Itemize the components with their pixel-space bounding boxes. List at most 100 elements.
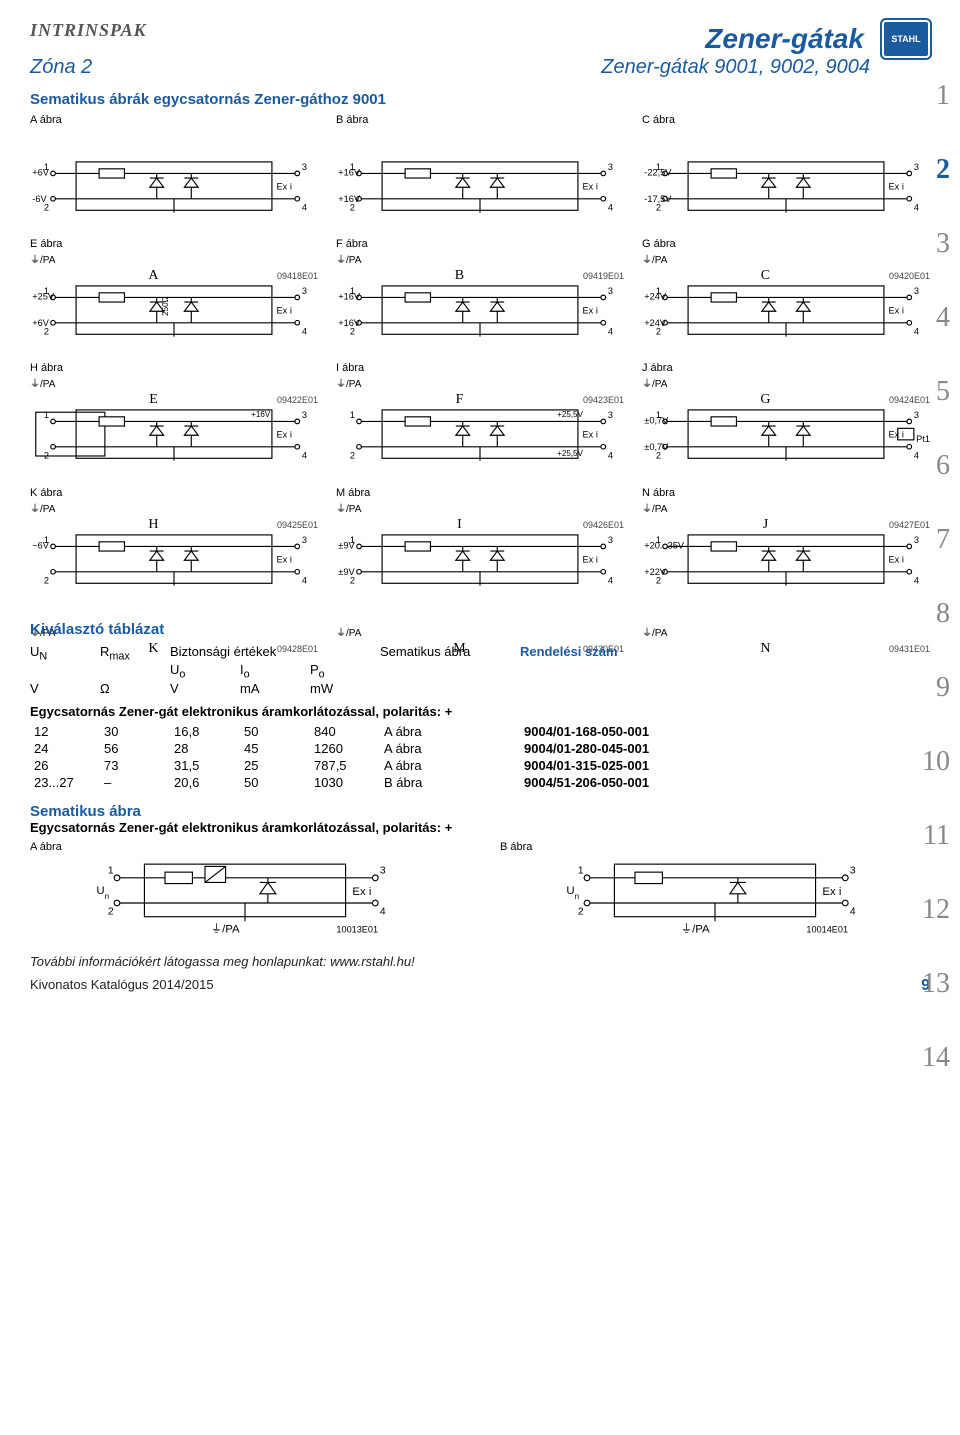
- svg-text:Ex i: Ex i: [583, 182, 598, 192]
- svg-text:3: 3: [914, 162, 919, 172]
- data-table: 12 30 16,8 50 840 A ábra 9004/01-168-050…: [30, 723, 930, 791]
- section-2-title: Sematikus ábra: [30, 803, 930, 820]
- th-io: Io: [240, 662, 310, 681]
- svg-text:1: 1: [350, 410, 355, 420]
- svg-text:4: 4: [914, 326, 919, 336]
- section-2-sub: Egycsatornás Zener-gát elektronikus áram…: [30, 820, 930, 835]
- side-index-14: 14: [922, 1042, 950, 1074]
- svg-text:+16V: +16V: [338, 318, 361, 328]
- diagram-E: E ábra 1 2 3 4 250Ω +25: [30, 238, 318, 354]
- side-index-5: 5: [922, 376, 950, 408]
- th-rmax: Rmax: [100, 644, 170, 663]
- svg-text:Ex i: Ex i: [277, 430, 292, 440]
- svg-text:4: 4: [608, 575, 613, 585]
- side-index-6: 6: [922, 450, 950, 482]
- diagram-label: G ábra: [642, 238, 930, 250]
- svg-text:4: 4: [608, 202, 613, 212]
- diagram-A: A ábra 1 2 3 4 +6V: [30, 114, 318, 230]
- diagram-I: I ábra 1 2 3 4: [336, 362, 624, 478]
- svg-text:3: 3: [302, 162, 307, 172]
- svg-text:-6V: -6V: [32, 194, 47, 204]
- diagram-H: H ábra 1 2 3 4: [30, 362, 318, 478]
- svg-text:+22V: +22V: [644, 567, 667, 577]
- svg-text:±0,7V: ±0,7V: [644, 443, 669, 453]
- svg-text:+24V: +24V: [644, 292, 667, 302]
- svg-text:4: 4: [302, 575, 307, 585]
- diagram-label: A ábra: [30, 114, 318, 126]
- svg-text:Un: Un: [566, 885, 579, 901]
- table-row: 12 30 16,8 50 840 A ábra 9004/01-168-050…: [30, 723, 930, 740]
- diagram-K: K ábra 1 2 3 4 ~6V: [30, 487, 318, 603]
- side-index-12: 12: [922, 894, 950, 926]
- svg-text:Ex i: Ex i: [889, 554, 904, 564]
- svg-text:2: 2: [44, 575, 49, 585]
- table-row: 26 73 31,5 25 787,5 A ábra 9004/01-315-0…: [30, 757, 930, 774]
- side-index-10: 10: [922, 746, 950, 778]
- svg-text:4: 4: [850, 906, 856, 917]
- svg-text:10013E01: 10013E01: [336, 925, 378, 935]
- schematic-B ábra: B ábra 1 2 Un 3 4 Ex i: [500, 841, 930, 940]
- svg-text:3: 3: [850, 865, 856, 876]
- svg-text:4: 4: [302, 202, 307, 212]
- svg-text:+25V: +25V: [32, 292, 55, 302]
- svg-text:Ex i: Ex i: [583, 554, 598, 564]
- diagram-label: C ábra: [642, 114, 930, 126]
- side-index-8: 8: [922, 598, 950, 630]
- svg-text:Ex i: Ex i: [889, 182, 904, 192]
- side-index-13: 13: [922, 968, 950, 1000]
- svg-text:+25,5V: +25,5V: [557, 449, 583, 458]
- diagram-label: B ábra: [336, 114, 624, 126]
- svg-text:3: 3: [914, 410, 919, 420]
- svg-text:3: 3: [380, 865, 386, 876]
- svg-text:⏚/PA: ⏚/PA: [211, 923, 240, 935]
- logo: INTRINSPAK: [30, 20, 147, 41]
- svg-text:Ex i: Ex i: [277, 182, 292, 192]
- svg-text:+16V: +16V: [338, 292, 361, 302]
- svg-text:+6V: +6V: [32, 318, 49, 328]
- svg-text:±9V: ±9V: [338, 540, 355, 550]
- svg-text:1: 1: [578, 865, 584, 876]
- side-index-2: 2: [922, 154, 950, 186]
- diagram-label: F ábra: [336, 238, 624, 250]
- svg-text:4: 4: [914, 575, 919, 585]
- th-order: Rendelési szám: [520, 644, 930, 663]
- subtitle: Zener-gátak 9001, 9002, 9004: [601, 56, 870, 79]
- side-index-4: 4: [922, 302, 950, 334]
- pa-label: ⏚/PA: [642, 624, 667, 639]
- svg-text:Un: Un: [96, 885, 109, 901]
- schematic-A ábra: A ábra 1 2 Un 3 4 Ex i: [30, 841, 460, 940]
- svg-text:10014E01: 10014E01: [806, 925, 848, 935]
- diagram-B: B ábra 1 2 3 4 +16V: [336, 114, 624, 230]
- svg-text:-22,5V: -22,5V: [644, 168, 672, 178]
- zone-label: Zóna 2: [30, 56, 92, 79]
- stahl-badge: STAHL: [882, 20, 930, 58]
- svg-text:4: 4: [380, 906, 386, 917]
- th-un: UN: [30, 644, 100, 663]
- svg-text:4: 4: [914, 202, 919, 212]
- th-po: Po: [310, 662, 380, 681]
- svg-text:Ex i: Ex i: [583, 306, 598, 316]
- svg-text:+24V: +24V: [644, 318, 667, 328]
- schematic-pair: A ábra 1 2 Un 3 4 Ex i: [30, 841, 930, 940]
- unit-ohm: Ω: [100, 681, 170, 696]
- svg-text:1: 1: [108, 865, 114, 876]
- svg-text:Ex i: Ex i: [889, 430, 904, 440]
- side-index-3: 3: [922, 228, 950, 260]
- svg-text:+20...35V: +20...35V: [644, 540, 685, 550]
- diagram-label: M ábra: [336, 487, 624, 499]
- diagram-label: N ábra: [642, 487, 930, 499]
- diagram-N: N ábra 1 2 3 4 +20...3: [642, 487, 930, 603]
- svg-text:±9V: ±9V: [338, 567, 355, 577]
- svg-text:4: 4: [608, 326, 613, 336]
- table-row: 23...27 – 20,6 50 1030 B ábra 9004/51-20…: [30, 774, 930, 791]
- svg-text:Ex i: Ex i: [277, 554, 292, 564]
- diagram-J: J ábra 1 2 3 4 Pt100 ±0: [642, 362, 930, 478]
- diagram-label: I ábra: [336, 362, 624, 374]
- diagram-F: F ábra 1 2 3 4 +16V: [336, 238, 624, 354]
- catalog-label: Kivonatos Katalógus 2014/2015: [30, 977, 214, 995]
- svg-text:1: 1: [44, 410, 49, 420]
- svg-text:3: 3: [914, 535, 919, 545]
- side-index-7: 7: [922, 524, 950, 556]
- diagram-grid: A ábra 1 2 3 4 +6V: [30, 114, 930, 603]
- svg-text:2: 2: [44, 451, 49, 461]
